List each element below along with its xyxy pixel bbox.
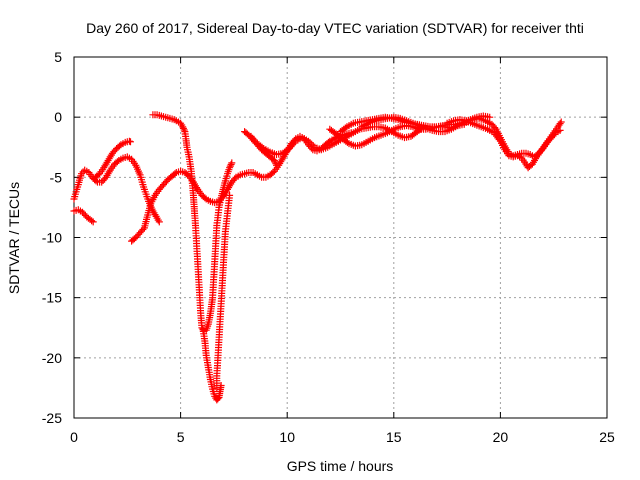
plus-markers bbox=[149, 111, 236, 335]
x-tick-label: 20 bbox=[493, 429, 509, 445]
series-satellite-track-14 bbox=[464, 118, 565, 172]
plus-markers bbox=[213, 191, 234, 392]
x-tick-label: 15 bbox=[386, 429, 402, 445]
series-satellite-track-5 bbox=[149, 111, 236, 335]
y-tick-label: -25 bbox=[42, 410, 62, 426]
x-tick-label: 10 bbox=[279, 429, 295, 445]
plus-markers bbox=[70, 206, 97, 226]
x-tick-label: 0 bbox=[70, 429, 78, 445]
x-tick-label: 25 bbox=[599, 429, 615, 445]
data-series bbox=[70, 111, 565, 404]
plus-markers bbox=[199, 325, 225, 404]
plus-markers bbox=[443, 114, 564, 161]
tick-labels: 0 5 10 15 20 25 5 0 -5 -10 -15 -20 -25 bbox=[42, 49, 615, 445]
y-axis-label: SDTVAR / TECUs bbox=[6, 182, 22, 294]
x-tick-label: 5 bbox=[177, 429, 185, 445]
y-tick-label: 5 bbox=[54, 49, 62, 65]
y-tick-label: -15 bbox=[42, 290, 62, 306]
series-satellite-track-13 bbox=[443, 114, 564, 161]
plus-markers bbox=[91, 137, 134, 181]
chart-title: Day 260 of 2017, Sidereal Day-to-day VTE… bbox=[86, 20, 584, 36]
y-tick-label: -10 bbox=[42, 230, 62, 246]
y-tick-label: -20 bbox=[42, 350, 62, 366]
plus-markers bbox=[464, 118, 565, 172]
y-tick-label: -5 bbox=[50, 169, 63, 185]
axis-ticks bbox=[73, 56, 608, 419]
series-satellite-track-1 bbox=[70, 206, 97, 226]
series-satellite-track-6 bbox=[199, 325, 225, 404]
series-satellite-track-7 bbox=[213, 191, 234, 392]
y-tick-label: 0 bbox=[54, 109, 62, 125]
series-satellite-track-3 bbox=[91, 137, 134, 181]
x-axis-label: GPS time / hours bbox=[287, 458, 394, 474]
grid-lines bbox=[74, 57, 607, 418]
